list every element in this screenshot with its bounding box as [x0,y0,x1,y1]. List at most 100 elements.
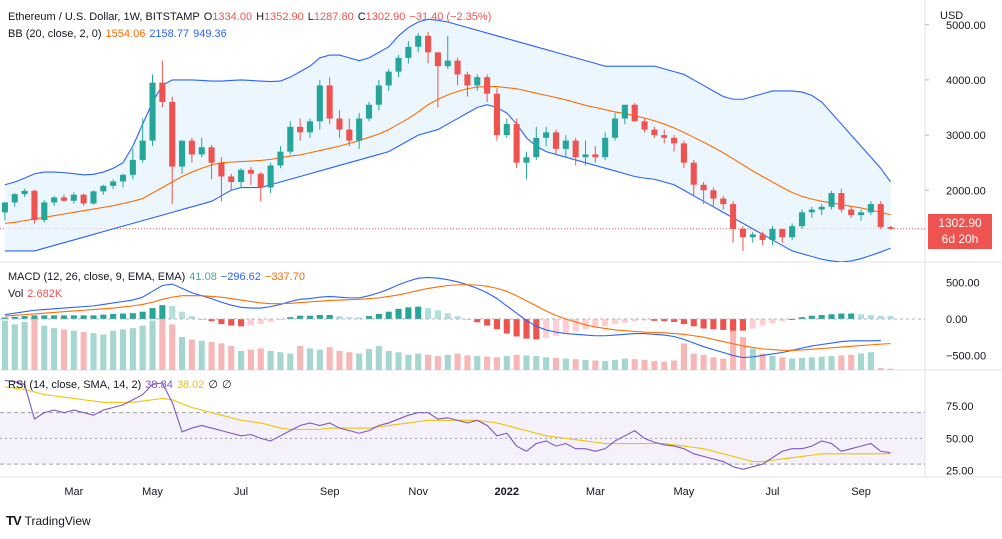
candle-body [178,140,186,167]
rsi-tick-label: 25.00 [946,466,974,478]
volume-bar [228,345,235,370]
candle-body [631,104,638,122]
macd-histogram-bar [287,317,294,319]
candle-body [60,197,68,201]
volume-bar [680,343,687,370]
candle [749,231,756,243]
vol-label[interactable]: Vol [8,288,24,300]
volume-bar [80,331,87,370]
candle [139,118,146,163]
currency-label[interactable]: USD [940,10,964,22]
macd-histogram-bar [228,319,235,326]
candle [169,96,176,205]
volume-bar [149,320,156,370]
candle-body [346,129,353,141]
candle [198,137,205,158]
volume-bar [169,324,176,370]
volume-bar [631,359,638,370]
candle [218,157,225,202]
bb-label[interactable]: BB (20, close, 2, 0) [8,28,102,40]
candle [80,193,87,206]
macd-histogram-bar [238,319,245,327]
volume-bar [208,342,215,370]
volume-bar [700,354,707,370]
symbol-title[interactable]: Ethereum / U.S. Dollar, 1W, BITSTAMP [8,11,200,23]
rsi-ma-line [4,386,891,463]
candle [119,173,127,188]
candle [31,189,38,224]
candlestick-series[interactable] [1,31,894,251]
rsi-extra-2: ∅ [221,379,232,391]
candle [60,194,68,202]
macd-histogram-bar [562,319,569,334]
volume-series [1,318,894,370]
macd-histogram-bar [493,319,500,330]
volume-bar [247,349,254,370]
candle-body [51,197,58,203]
volume-bar [848,354,855,370]
candle [100,184,107,195]
volume-bar [552,357,560,370]
tradingview-brand[interactable]: TV TradingView [6,513,91,528]
candle [316,79,323,130]
candle [641,118,648,133]
candle [543,126,550,147]
candle-body [789,226,796,238]
candle-body [70,194,77,201]
volume-bar [671,360,678,370]
volume-bar [159,318,166,370]
volume-bar [297,345,304,370]
candle [877,201,884,229]
candle [90,190,97,205]
rsi-tick-label: 50.00 [946,433,974,445]
candle [375,79,382,111]
volume-bar [375,345,382,370]
volume-bar [730,321,737,370]
macd-histogram-bar [474,319,481,323]
time-tick-label: Sep [851,486,871,498]
macd-histogram-bar [464,319,471,320]
close-value: 1302.90 [365,11,406,23]
candle [720,195,727,210]
candle-body [444,60,451,67]
rsi-tick-label: 75.00 [946,401,974,413]
time-tick-label: Mar [586,486,605,498]
candle [789,223,796,240]
high-label: H [256,11,265,23]
candle [51,195,58,206]
volume-bar [405,354,412,370]
candle-body [661,135,668,138]
macd-histogram-bar [218,319,225,325]
candle [582,140,589,166]
candle-body [139,140,146,160]
candle-body [100,185,107,192]
volume-bar [365,349,373,370]
macd-label[interactable]: MACD (12, 26, close, 9, EMA, EMA) [8,271,186,283]
candle [365,102,373,122]
candle [739,226,747,251]
bar-countdown: 6d 20h [941,232,979,246]
macd-histogram-bar [188,316,195,319]
high-value: 1352.90 [264,11,304,23]
rsi-label[interactable]: RSI (14, close, SMA, 14, 2) [8,379,142,391]
volume-bar [749,348,756,370]
brand-name: TradingView [24,513,91,528]
macd-series [0,276,925,359]
candle-body [779,228,786,238]
candle [700,182,707,205]
macd-histogram-bar [582,319,589,330]
macd-tick-label: −500.00 [946,350,986,362]
candle [759,231,766,246]
volume-bar [238,350,245,370]
macd-histogram-bar [552,319,560,336]
candle-body [592,154,599,158]
macd-histogram-bar [365,316,373,319]
candle-body [680,143,687,163]
candle-body [238,169,245,182]
candle [149,74,156,147]
volume-bar [543,357,550,370]
candle [730,201,737,243]
candle [867,201,874,216]
candle-body [552,132,560,149]
